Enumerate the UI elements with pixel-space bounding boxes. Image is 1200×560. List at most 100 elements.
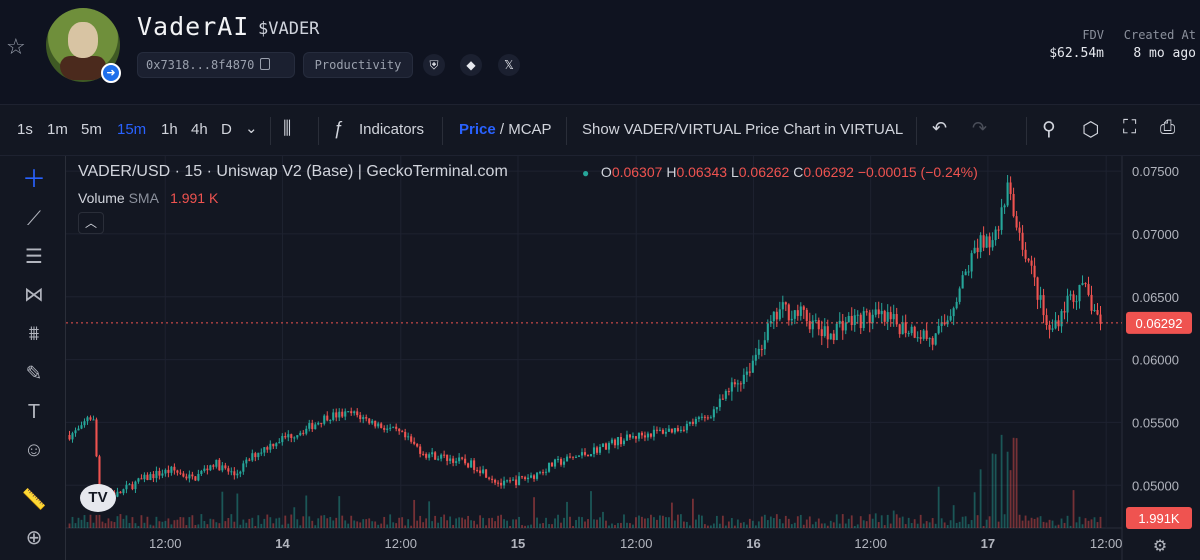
candle-body [68, 435, 71, 440]
volume-bar [656, 519, 658, 528]
candle-body [509, 480, 512, 482]
settings-icon[interactable]: ⬡ [1082, 119, 1100, 141]
redo-icon[interactable]: ↷ [972, 118, 988, 138]
camera-icon[interactable]: ⎙ [1160, 117, 1176, 138]
show-virtual-chart-button[interactable]: Show VADER/VIRTUAL Price Chart in VIRTUA… [582, 121, 904, 138]
volume-bar [362, 519, 365, 528]
interval-15m[interactable]: 15m [117, 121, 147, 138]
fib-retracement-icon[interactable]: ☰ [25, 246, 43, 268]
volume-bar [892, 510, 895, 528]
volume-bar [1042, 521, 1045, 528]
volume-bar [638, 515, 640, 528]
candle-body [835, 323, 838, 341]
tradingview-logo[interactable]: TV [80, 484, 116, 512]
volume-bar [416, 520, 419, 528]
price-option[interactable]: Price [459, 121, 496, 138]
candle-body [440, 454, 443, 459]
brush-icon[interactable]: ✎ [25, 363, 43, 385]
candle-body [595, 447, 599, 453]
volume-bar [1015, 438, 1018, 528]
x-tick-label: 12:00 [1090, 536, 1123, 551]
fullscreen-icon[interactable]: ⛶ [1123, 117, 1137, 138]
candle-body [688, 421, 691, 424]
volume-bar [718, 523, 721, 528]
candle-body [326, 415, 329, 421]
category-tag[interactable]: Productivity [303, 52, 413, 78]
candle-body [80, 425, 83, 429]
chevron-down-icon[interactable]: ⌄ [245, 120, 258, 137]
volume-bar [233, 521, 236, 528]
volume-bar [584, 521, 586, 528]
indicators-button[interactable]: Indicators [359, 121, 425, 138]
candle-body [131, 484, 134, 490]
x-tick-label: 16 [746, 536, 760, 551]
crosshair-icon[interactable]: ＋ [22, 166, 46, 193]
volume-bar [290, 514, 293, 528]
volume-bar [1057, 524, 1060, 528]
interval-5m[interactable]: 5m [81, 121, 102, 138]
axis-settings-icon[interactable]: ⚙ [1153, 538, 1167, 555]
volume-bar [119, 514, 122, 528]
candle-body [236, 473, 239, 476]
prediction-icon[interactable]: ⩩ [28, 323, 40, 345]
volume-bar [221, 491, 224, 528]
contract-address[interactable]: 0x7318...8f4870 [137, 52, 295, 78]
chart-canvas[interactable]: 0.07500 0.07000 0.06500 0.06000 0.05500 0.050… [66, 156, 1200, 560]
candle-body [1063, 311, 1066, 313]
candle-body [278, 442, 281, 444]
candle-body [799, 306, 802, 316]
candle-body [727, 391, 730, 393]
shield-icon[interactable]: ⛨ [423, 54, 445, 76]
candle-body [488, 477, 491, 479]
candle-body [736, 383, 739, 385]
undo-icon[interactable]: ↶ [932, 118, 948, 138]
avatar: ➜ [46, 8, 121, 83]
diamond-icon[interactable]: ◆ [460, 54, 482, 76]
volume-bar [1009, 470, 1012, 528]
volume-bar [557, 514, 559, 528]
candle-body [565, 456, 569, 462]
quick-search-icon[interactable]: ⚲ [1042, 119, 1056, 140]
candle-body [1057, 320, 1060, 327]
candle-body [359, 415, 362, 420]
interval-1s[interactable]: 1s [17, 121, 33, 138]
candle-body [538, 472, 542, 474]
candle-body [913, 326, 916, 338]
candle-body [628, 434, 632, 438]
collapse-legend-button[interactable]: ︿ [78, 212, 104, 234]
volume-bar [644, 518, 646, 528]
interval-1h[interactable]: 1h [161, 121, 178, 138]
interval-1m[interactable]: 1m [47, 121, 68, 138]
volume-bar [446, 520, 449, 528]
copy-icon[interactable] [260, 58, 271, 70]
candle-body [1051, 328, 1054, 330]
mcap-option[interactable]: / MCAP [495, 121, 552, 138]
interval-4h[interactable]: 4h [191, 121, 208, 138]
emoji-icon[interactable]: ☺ [23, 439, 45, 461]
pattern-icon[interactable]: ⋈ [24, 284, 44, 306]
interval-d[interactable]: D [221, 121, 232, 138]
candle-body [167, 469, 170, 473]
price-mcap-toggle[interactable]: Price / MCAP [459, 121, 552, 138]
volume-bar [937, 486, 940, 528]
volume-bar [629, 523, 631, 528]
candle-body [233, 471, 236, 476]
trend-line-icon[interactable]: ⟋ [27, 208, 41, 230]
x-icon[interactable]: 𝕏 [498, 54, 520, 76]
fx-icon[interactable]: ƒ [333, 118, 344, 138]
volume-bar [742, 522, 745, 528]
star-icon[interactable]: ☆ [6, 34, 26, 59]
candle-body [604, 443, 608, 450]
ohlc-readout: ● O0.06307 H0.06343 L0.06262 C0.06292 −0… [582, 164, 978, 180]
zoom-in-icon[interactable]: ⊕ [25, 527, 43, 549]
text-icon[interactable]: T [27, 401, 41, 423]
candle-body [625, 434, 629, 441]
ruler-icon[interactable]: 📏 [21, 489, 47, 511]
candle-body [389, 427, 392, 429]
candles-icon[interactable]: ⫼ [283, 118, 292, 138]
volume-bar [269, 517, 272, 528]
volume-bar [548, 524, 550, 528]
price-chart[interactable]: 0.07500 0.07000 0.06500 0.06000 0.05500 0.050… [66, 156, 1200, 560]
chart-toolbar: 1s 1m 5m 15m 1h 4h D ⌄ ⫼ ƒ Indicators Pr… [0, 104, 1200, 156]
divider [442, 117, 443, 145]
